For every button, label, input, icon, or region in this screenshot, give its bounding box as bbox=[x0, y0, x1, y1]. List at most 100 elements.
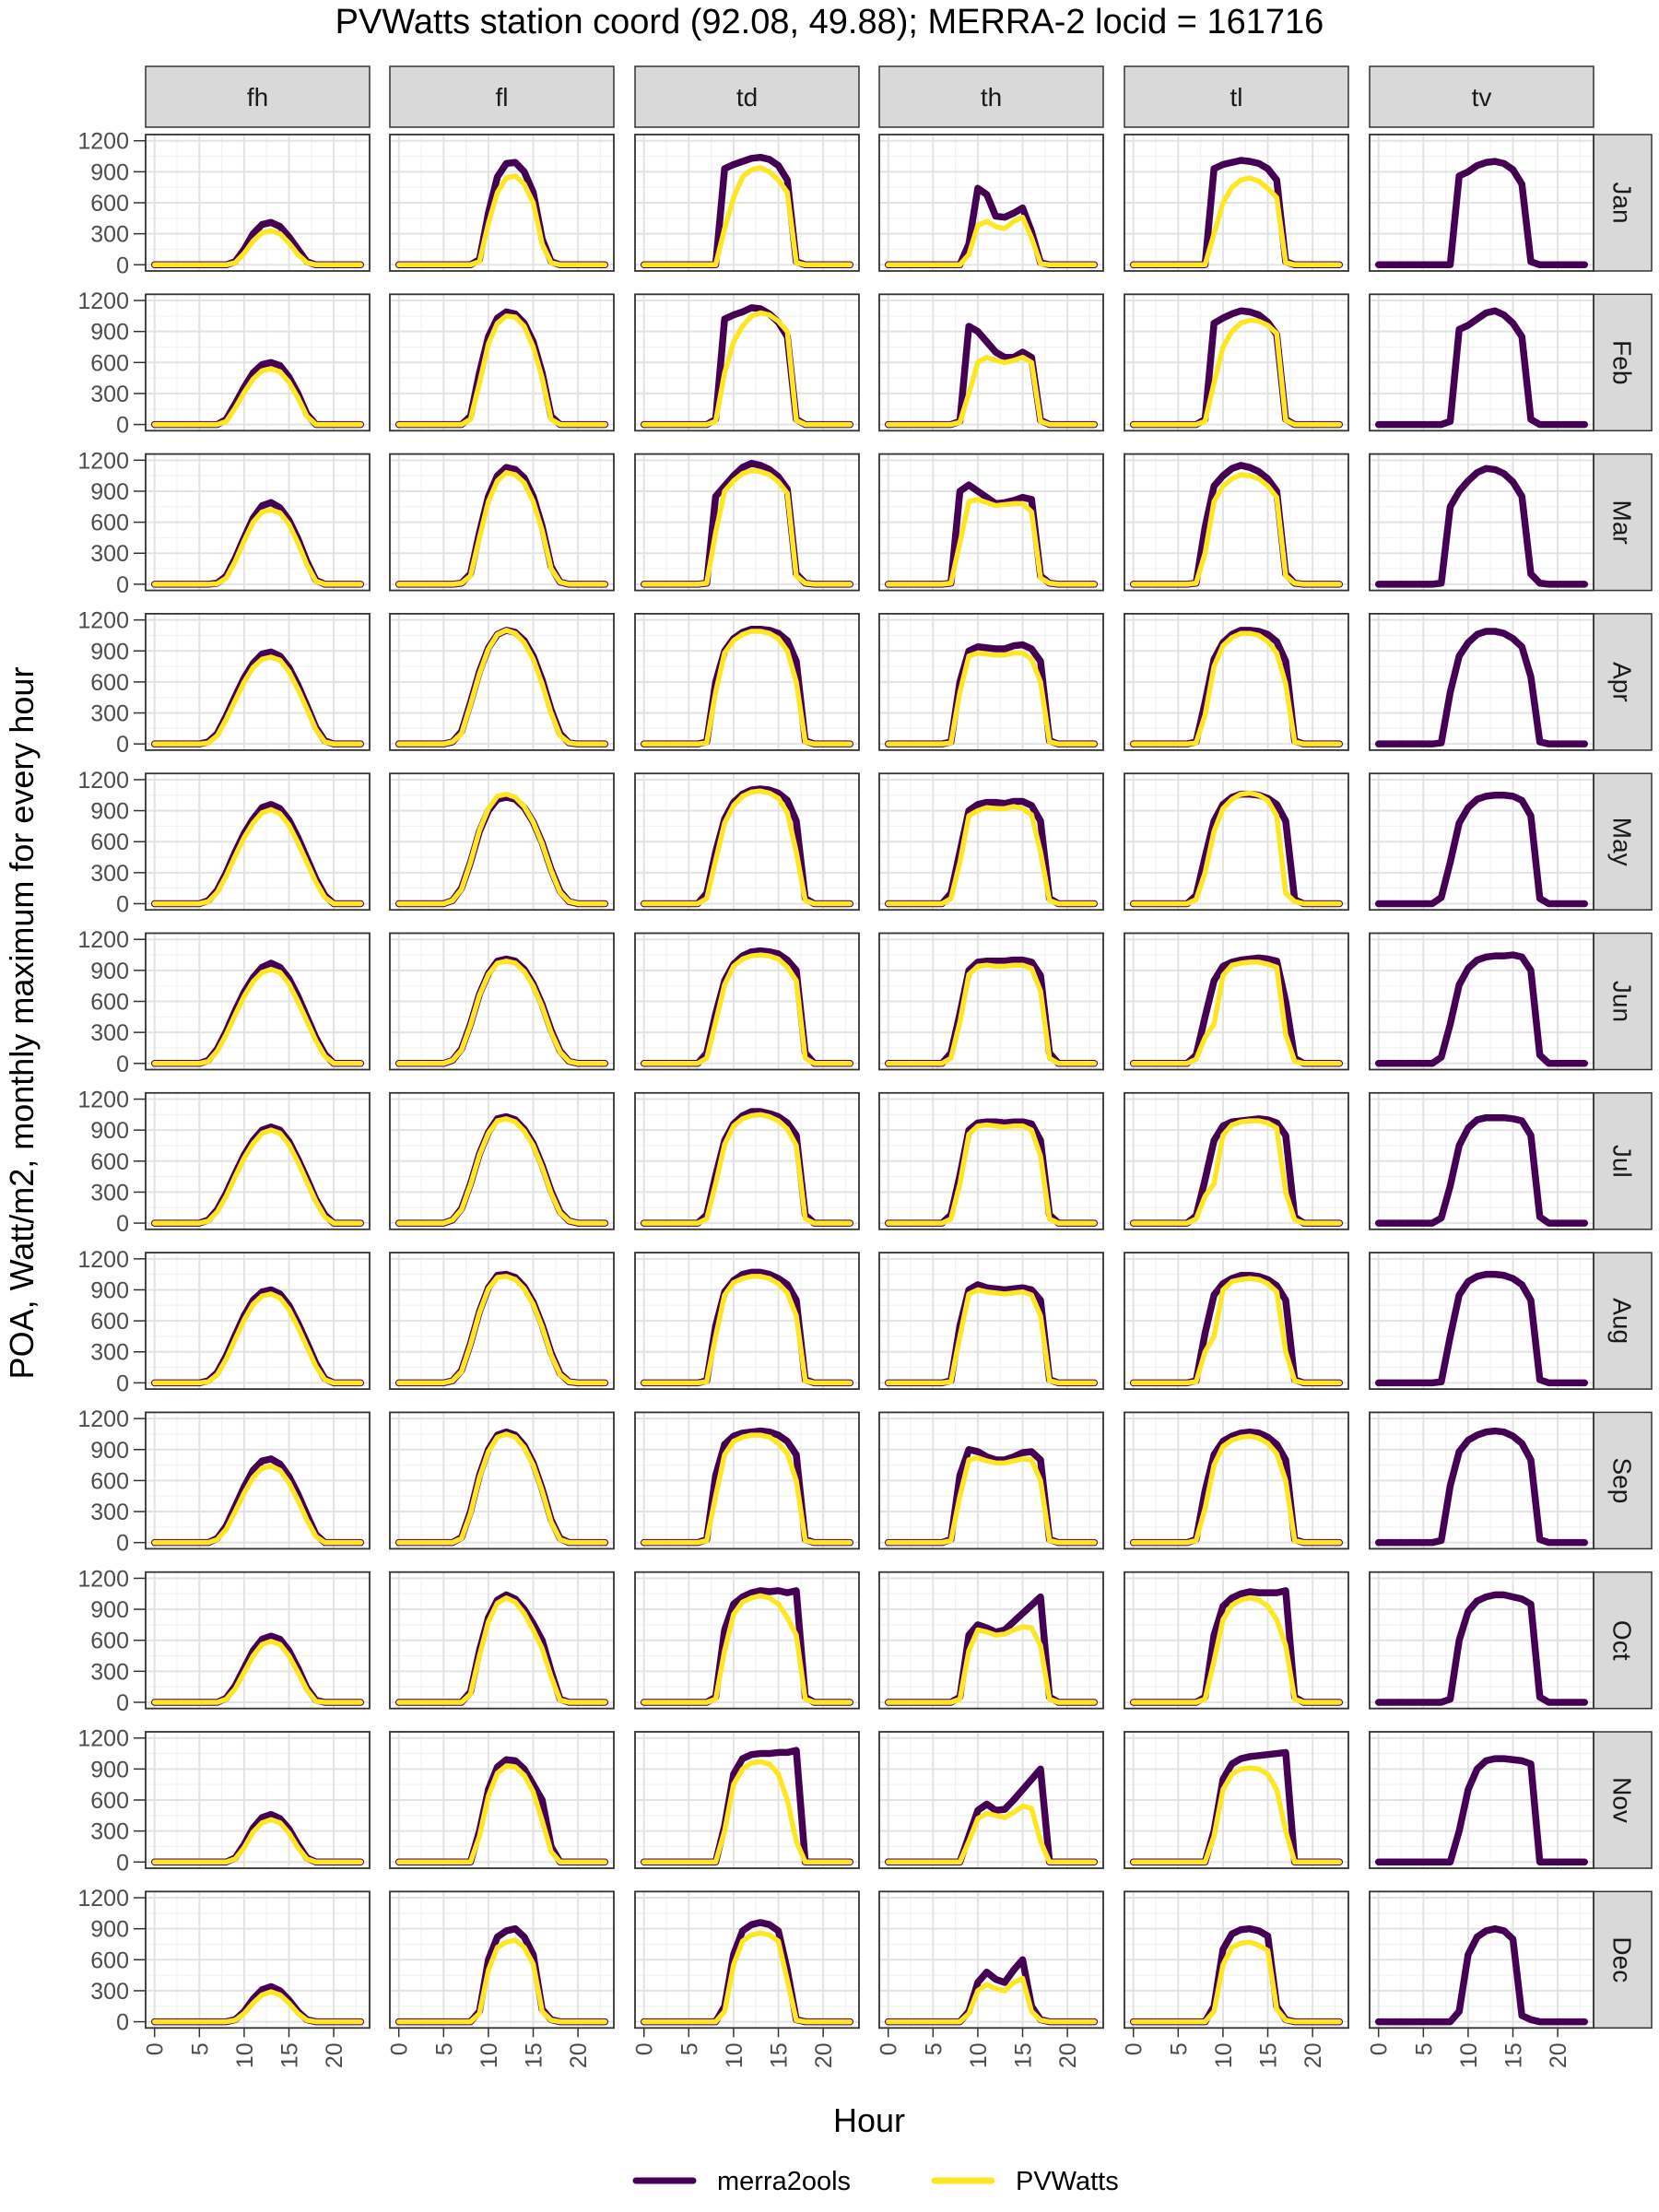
y-tick-label: 300 bbox=[90, 1500, 129, 1525]
series-line-pvwatts-tl-Apr bbox=[1130, 630, 1343, 747]
series-line-pvwatts-th-Nov bbox=[885, 1803, 1098, 1865]
panel-tv-Aug bbox=[1369, 1252, 1594, 1390]
y-tick-label: 900 bbox=[90, 479, 129, 505]
y-tick-label: 600 bbox=[90, 1468, 129, 1494]
y-tick-label: 900 bbox=[90, 1917, 129, 1943]
panel-border bbox=[1369, 772, 1594, 912]
panel-border bbox=[1124, 293, 1349, 432]
panel-th-Oct bbox=[878, 1571, 1104, 1710]
strip-label-Jan: Jan bbox=[1608, 182, 1637, 223]
panel-tv-Dec bbox=[1369, 1890, 1594, 2030]
y-tick-label: 0 bbox=[116, 572, 129, 598]
panel-tv-Jun bbox=[1369, 932, 1594, 1071]
panel-border bbox=[1124, 1731, 1349, 1869]
strip-label-td: td bbox=[736, 83, 758, 112]
panel-td-Apr bbox=[634, 613, 860, 751]
x-tick-label: 20 bbox=[1300, 2042, 1326, 2068]
panel-border bbox=[1369, 1091, 1594, 1230]
panel-border bbox=[1124, 134, 1349, 272]
panel-th-Aug bbox=[878, 1252, 1104, 1390]
panel-th-Mar bbox=[878, 453, 1104, 592]
series-line-pvwatts-td-Oct bbox=[641, 1593, 853, 1705]
panel-fh-Dec bbox=[145, 1890, 371, 2030]
strip-box-tl bbox=[1124, 65, 1349, 128]
panel-border bbox=[1369, 1731, 1594, 1869]
y-tick-label: 0 bbox=[116, 2010, 129, 2036]
x-tick-label: 15 bbox=[1011, 2042, 1037, 2068]
panel-th-Jan bbox=[878, 134, 1104, 272]
panel-border bbox=[389, 932, 615, 1071]
series-line-merra2ools-tv-Dec bbox=[1374, 1924, 1589, 2026]
y-tick-label: 300 bbox=[90, 382, 129, 407]
strip-Apr: Apr bbox=[1593, 613, 1653, 751]
series-line-pvwatts-fh-Feb bbox=[151, 366, 364, 428]
panel-border bbox=[878, 613, 1104, 751]
panel-tv-Feb bbox=[1369, 293, 1594, 432]
series-line-pvwatts-tl-Jul bbox=[1130, 1118, 1343, 1226]
panel-border bbox=[145, 134, 371, 272]
panel-border bbox=[878, 293, 1104, 432]
series-line-pvwatts-fl-Mar bbox=[395, 470, 608, 587]
strip-box-Jan bbox=[1593, 134, 1653, 272]
series-line-pvwatts-td-Jul bbox=[641, 1112, 853, 1226]
chart-title: PVWatts station coord (92.08, 49.88); ME… bbox=[335, 3, 1324, 41]
y-tick-label: 600 bbox=[90, 1629, 129, 1654]
series-line-pvwatts-fh-Apr bbox=[151, 654, 364, 747]
panel-fh-May bbox=[145, 772, 371, 912]
panel-fl-Jan bbox=[389, 134, 615, 272]
panel-td-Aug bbox=[634, 1252, 860, 1390]
panel-border bbox=[1369, 134, 1594, 272]
series-line-pvwatts-tl-Oct bbox=[1130, 1594, 1343, 1705]
panel-border bbox=[145, 932, 371, 1071]
legend-label-merra2ools: merra2ools bbox=[717, 2167, 851, 2196]
series-line-pvwatts-td-Jan bbox=[641, 165, 853, 268]
strip-Jun: Jun bbox=[1593, 932, 1653, 1071]
y-tick-label: 300 bbox=[90, 541, 129, 567]
strip-box-th bbox=[878, 65, 1104, 128]
y-tick-label: 1200 bbox=[77, 1088, 129, 1113]
panel-fl-May bbox=[389, 772, 615, 912]
panel-td-May bbox=[634, 772, 860, 912]
series-line-pvwatts-fl-Dec bbox=[395, 1937, 608, 2025]
series-line-merra2ools-tv-Nov bbox=[1374, 1755, 1589, 1866]
panel-border bbox=[389, 1252, 615, 1390]
series-line-merra2ools-tv-Mar bbox=[1374, 465, 1589, 588]
panel-border bbox=[878, 1411, 1104, 1550]
strip-Dec: Dec bbox=[1593, 1890, 1653, 2030]
panel-border bbox=[389, 613, 615, 751]
series-line-pvwatts-fl-Jun bbox=[395, 959, 608, 1066]
panel-fl-Aug bbox=[389, 1252, 615, 1390]
strip-fl: fl bbox=[389, 65, 615, 128]
strip-td: td bbox=[634, 65, 860, 128]
panel-border bbox=[878, 1252, 1104, 1390]
series-line-merra2ools-tv-Aug bbox=[1374, 1270, 1589, 1387]
panel-border bbox=[1124, 1411, 1349, 1550]
panel-border bbox=[634, 613, 860, 751]
strip-label-Mar: Mar bbox=[1608, 500, 1637, 544]
x-tick-label: 5 bbox=[921, 2042, 947, 2055]
series-line-merra2ools-tv-Jun bbox=[1374, 951, 1589, 1067]
panel-tv-May bbox=[1369, 772, 1594, 912]
panel-td-Sep bbox=[634, 1411, 860, 1550]
panel-border bbox=[1369, 1890, 1594, 2030]
y-tick-label: 900 bbox=[90, 1757, 129, 1783]
panel-th-May bbox=[878, 772, 1104, 912]
panel-border bbox=[1369, 932, 1594, 1071]
y-tick-label: 1200 bbox=[77, 1726, 129, 1752]
panel-border bbox=[389, 1571, 615, 1710]
strip-label-Jul: Jul bbox=[1608, 1145, 1637, 1178]
panel-fh-Aug bbox=[145, 1252, 371, 1390]
series-line-pvwatts-fh-Jun bbox=[151, 966, 364, 1066]
panel-border bbox=[1124, 1252, 1349, 1390]
strip-tv: tv bbox=[1369, 65, 1594, 128]
y-tick-label: 300 bbox=[90, 1659, 129, 1685]
panel-border bbox=[1369, 1571, 1594, 1710]
panel-fl-Nov bbox=[389, 1731, 615, 1869]
panel-border bbox=[145, 453, 371, 592]
panel-border bbox=[634, 453, 860, 592]
panel-border bbox=[1124, 932, 1349, 1071]
x-tick-label: 15 bbox=[277, 2042, 303, 2068]
y-tick-label: 600 bbox=[90, 511, 129, 536]
legend-label-pvwatts: PVWatts bbox=[1016, 2167, 1119, 2196]
